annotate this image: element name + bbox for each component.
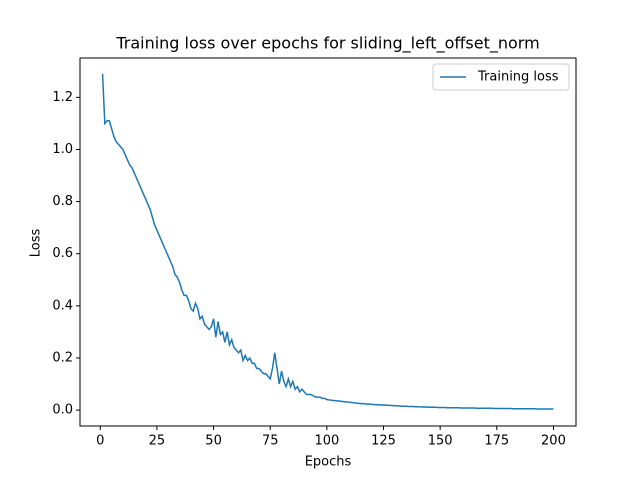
y-tick-label: 1.2 [52,90,73,105]
x-axis-label: Epochs [305,455,352,470]
x-tick-label: 200 [541,434,566,449]
x-tick-label: 125 [371,434,396,449]
x-tick-label: 25 [149,434,166,449]
x-tick-label: 100 [314,434,339,449]
legend-box [432,63,570,91]
x-tick-label: 0 [96,434,104,449]
y-tick-label: 0.4 [52,298,73,313]
plot-frame [79,57,577,427]
y-tick-label: 0.2 [52,350,73,365]
y-tick-label: 0.8 [52,194,73,209]
y-axis-label: Loss [29,229,44,258]
y-tick-label: 0.0 [52,403,73,418]
x-tick-label: 175 [484,434,509,449]
legend-label: Training loss [477,70,559,85]
y-tick-label: 0.6 [52,246,73,261]
x-tick-label: 50 [205,434,222,449]
y-tick-label: 1.0 [52,142,73,157]
x-tick-label: 75 [262,434,279,449]
x-tick-label: 150 [428,434,453,449]
chart-title: Training loss over epochs for sliding_le… [115,34,539,54]
loss-line [101,73,554,410]
